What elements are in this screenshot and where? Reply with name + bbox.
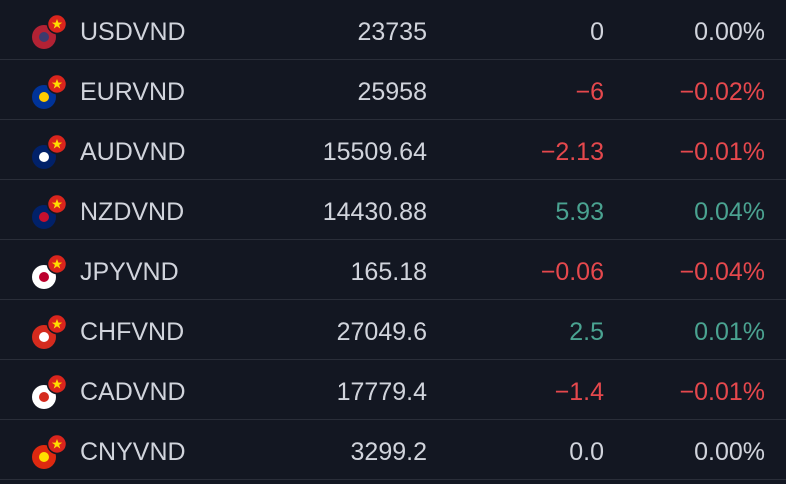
base-flag-emblem [39,452,49,462]
symbol: CHFVND [80,318,185,346]
quote-row[interactable]: CHFVND 27049.6 2.5 0.01% [0,300,786,360]
quote-flag-star [51,379,63,389]
price: 14430.88 [322,198,427,226]
quote-row[interactable]: EURVND 25958 −6 −0.02% [0,60,786,120]
symbol: CNYVND [80,438,186,466]
currency-icon [32,133,68,169]
currency-icon [32,253,68,289]
base-flag-emblem [39,152,49,162]
change: 0 [590,18,604,46]
symbol: AUDVND [80,138,186,166]
base-flag-emblem [39,32,49,42]
currency-icon [32,193,68,229]
change: −2.13 [540,138,604,166]
currency-icon [32,13,68,49]
quote-row[interactable]: CADVND 17779.4 −1.4 −0.01% [0,360,786,420]
change-percent: 0.00% [694,18,765,46]
change-percent: 0.00% [694,438,765,466]
change: 5.93 [555,198,604,226]
quote-row[interactable]: USDVND 23735 0 0.00% [0,0,786,60]
price: 25958 [357,78,427,106]
change: −1.4 [554,378,604,406]
change-percent: −0.04% [679,258,766,286]
symbol: NZDVND [80,198,185,226]
change-percent: −0.01% [679,138,766,166]
quote-flag-star [51,439,63,449]
price: 3299.2 [350,438,427,466]
change: −6 [575,78,604,106]
currency-icon [32,313,68,349]
change-percent: 0.01% [694,318,765,346]
base-flag-emblem [39,272,49,282]
symbol: EURVND [80,78,186,106]
change: −0.06 [540,258,604,286]
price: 17779.4 [336,378,427,406]
price: 15509.64 [322,138,427,166]
base-flag-emblem [39,392,49,402]
quote-flag-star [51,139,63,149]
currency-icon [32,73,68,109]
symbol: JPYVND [80,258,179,286]
quote-flag-star [51,79,63,89]
price: 23735 [357,18,427,46]
price: 27049.6 [336,318,427,346]
change-percent: −0.01% [679,378,766,406]
quote-row[interactable]: JPYVND 165.18 −0.06 −0.04% [0,240,786,300]
quote-flag-star [51,319,63,329]
price: 165.18 [350,258,427,286]
symbol: USDVND [80,18,186,46]
quote-flag-star [51,199,63,209]
quote-row[interactable]: AUDVND 15509.64 −2.13 −0.01% [0,120,786,180]
currency-icon [32,433,68,469]
base-flag-emblem [39,92,49,102]
quote-row[interactable]: NZDVND 14430.88 5.93 0.04% [0,180,786,240]
change-percent: 0.04% [694,198,765,226]
change: 2.5 [569,318,604,346]
change-percent: −0.02% [679,78,766,106]
base-flag-emblem [39,212,49,222]
quote-row[interactable]: CNYVND 3299.2 0.0 0.00% [0,420,786,480]
symbol: CADVND [80,378,186,406]
quote-flag-star [51,259,63,269]
change: 0.0 [569,438,604,466]
quote-flag-star [51,19,63,29]
base-flag-emblem [39,332,49,342]
currency-icon [32,373,68,409]
